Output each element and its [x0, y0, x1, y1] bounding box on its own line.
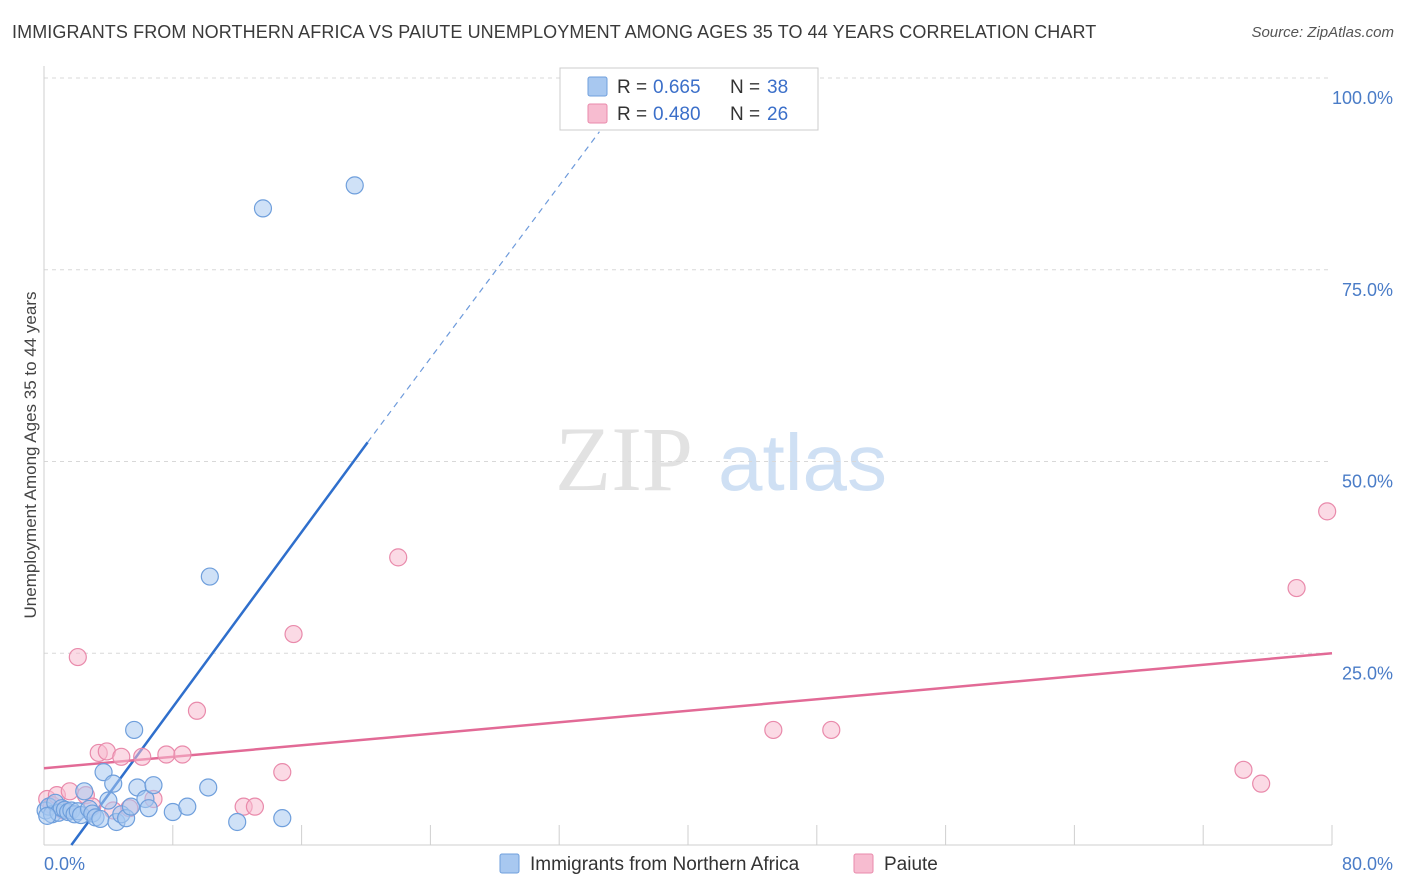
legend-r-label-series2: R = [617, 104, 647, 125]
y-tick-label-3: 100.0% [1332, 88, 1393, 108]
point-series2-13 [133, 747, 152, 766]
point-series2-19 [245, 797, 265, 816]
point-series1-16 [91, 809, 110, 829]
point-series2-22 [389, 548, 408, 567]
x-tick-label-0: 0.0% [44, 854, 85, 874]
axes [43, 66, 1333, 846]
point-series2-27 [1287, 578, 1306, 598]
legend-r-label-series1: R = [617, 77, 647, 98]
watermark-zip: ZIP [555, 408, 693, 510]
y-tick-label-0: 25.0% [1342, 663, 1393, 683]
point-series1-19 [104, 774, 123, 793]
point-series1-32 [200, 567, 219, 586]
legend-r-value-series1: 0.665 [653, 77, 701, 98]
source-label: Source: ZipAtlas.com [1251, 24, 1394, 41]
point-series1-33 [228, 812, 247, 832]
point-series1-37 [38, 806, 57, 825]
tick-labels: 25.0% 50.0% 75.0% 100.0% 0.0% 80.0% [44, 88, 1393, 874]
point-series1-36 [345, 176, 364, 195]
bottom-legend-swatch-series2 [853, 853, 874, 874]
point-series1-12 [75, 782, 94, 801]
point-series1-30 [178, 797, 197, 816]
trend-lines [43, 131, 1333, 846]
point-series2-16 [173, 745, 192, 764]
legend-r-value-series2: 0.480 [653, 104, 701, 125]
point-series2-20 [273, 763, 292, 782]
point-series1-18 [99, 791, 118, 810]
legend-n-value-series1: 38 [767, 77, 788, 98]
grid-lines [44, 77, 1332, 654]
y-tick-label-1: 50.0% [1342, 472, 1393, 492]
y-axis-label: Unemployment Among Ages 35 to 44 years [21, 292, 40, 619]
point-series2-11 [112, 747, 131, 766]
point-series2-21 [284, 624, 303, 644]
bottom-legend-label-series1: Immigrants from Northern Africa [530, 854, 800, 875]
point-series1-28 [144, 776, 163, 795]
point-series2-28 [1318, 502, 1337, 521]
bottom-legend-label-series2: Paiute [884, 854, 938, 875]
legend-swatch-series1 [587, 76, 608, 97]
point-series1-31 [199, 778, 218, 797]
point-series2-25 [1234, 760, 1253, 779]
legend-n-label-series1: N = [730, 77, 760, 98]
chart-title: IMMIGRANTS FROM NORTHERN AFRICA VS PAIUT… [12, 22, 1097, 42]
point-series1-24 [125, 720, 144, 740]
point-series1-35 [273, 809, 292, 828]
point-series2-23 [764, 720, 783, 740]
watermark-atlas: atlas [718, 418, 887, 507]
legend-n-label-series2: N = [730, 104, 760, 125]
data-points [36, 176, 1337, 832]
point-series2-17 [187, 701, 207, 720]
trend-line-series1 [70, 441, 369, 846]
trend-line-series2 [43, 652, 1333, 770]
trend-line-series1-extension [367, 131, 600, 443]
legend-swatch-series2 [587, 103, 608, 124]
point-series1-34 [253, 199, 273, 218]
legend-n-value-series2: 26 [767, 104, 788, 125]
point-series1-27 [139, 799, 158, 818]
point-series2-24 [822, 720, 841, 740]
point-series1-23 [121, 797, 141, 816]
point-series2-26 [1252, 774, 1271, 793]
bottom-legend-swatch-series1 [499, 853, 520, 874]
point-series2-15 [157, 745, 176, 764]
x-tick-label-1: 80.0% [1342, 854, 1393, 874]
bottom-legend: Immigrants from Northern Africa Paiute [499, 853, 938, 875]
y-tick-label-2: 75.0% [1342, 280, 1393, 300]
legend: R = 0.665 N = 38 R = 0.480 N = 26 [559, 67, 819, 131]
point-series2-5 [68, 647, 87, 667]
